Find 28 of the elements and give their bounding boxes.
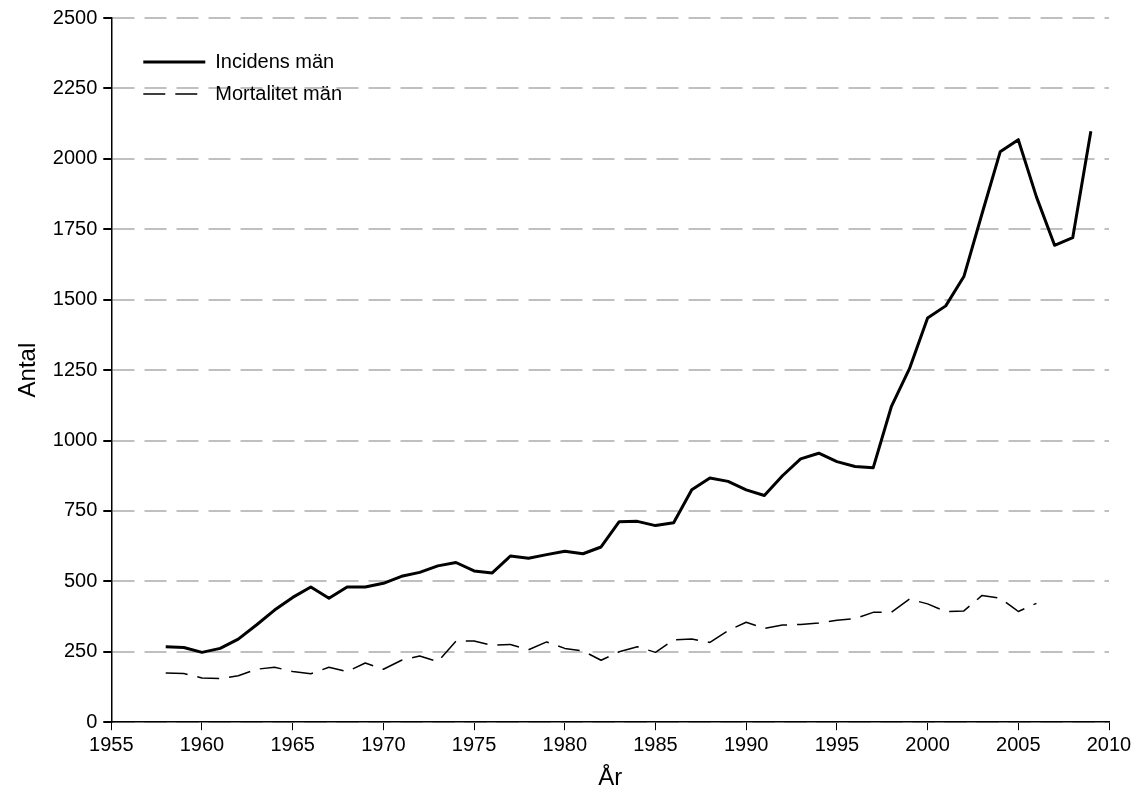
x-tick-label: 1975 [451,732,497,755]
x-axis-title: År [598,763,623,791]
y-tick-label: 0 [86,709,98,732]
legend-label: Mortalitet män [215,81,343,104]
x-tick-label: 1960 [179,732,225,755]
y-tick-label: 500 [63,568,98,591]
x-tick-label: 2005 [996,732,1041,755]
x-tick-label: 1970 [361,732,406,755]
x-tick-label: 1965 [270,732,315,755]
y-tick-label: 2500 [52,5,98,28]
x-tick-label: 1985 [633,732,678,755]
line-series [164,594,1038,680]
x-tick-label: 1980 [542,732,588,755]
y-tick-label: 1500 [52,287,98,310]
y-axis-title: Antal [13,342,41,398]
y-tick-label: 1000 [52,428,98,451]
y-tick-label: 750 [63,498,98,521]
x-tick-label: 2000 [905,732,950,755]
y-tick-label: 2250 [52,75,98,98]
y-tick-label: 1250 [52,357,98,380]
x-tick-label: 1990 [723,732,769,755]
y-tick-label: 250 [63,639,98,662]
y-tick-label: 2000 [52,146,98,169]
x-tick-label: 1995 [814,732,860,755]
x-tick-label: 2010 [1086,732,1132,755]
y-tick-label: 1750 [52,216,98,239]
x-tick-label: 1955 [89,732,134,755]
legend-label: Incidens män [215,49,335,72]
